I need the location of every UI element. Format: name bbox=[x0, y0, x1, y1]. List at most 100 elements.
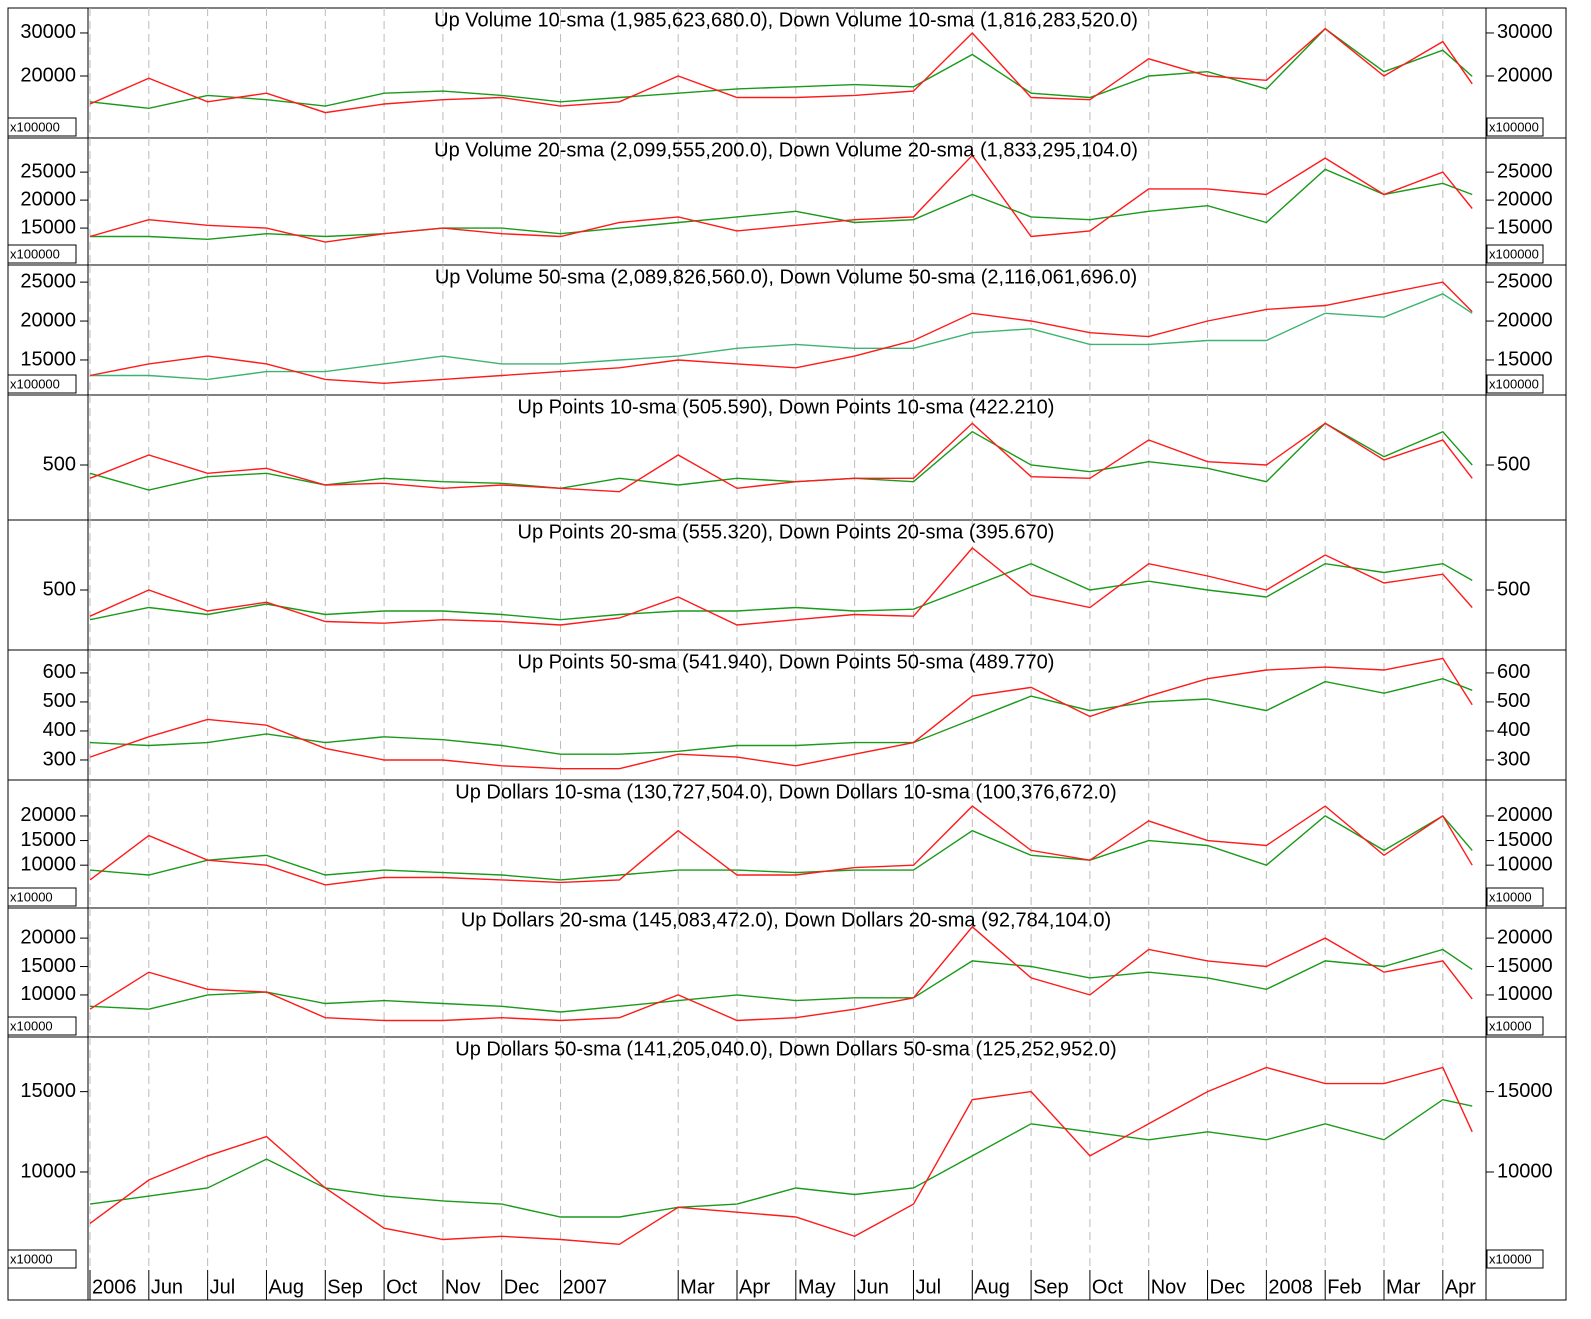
y-tick-label: 400 bbox=[1497, 719, 1530, 741]
y-tick-label: 25000 bbox=[1497, 270, 1553, 292]
panel-title: Up Dollars 10-sma (130,727,504.0), Down … bbox=[455, 781, 1116, 803]
scale-box bbox=[7, 244, 77, 264]
x-tick-label: May bbox=[798, 1276, 836, 1298]
panel-title: Up Points 50-sma (541.940), Down Points … bbox=[518, 651, 1055, 673]
y-tick-label: 400 bbox=[43, 719, 76, 741]
y-tick-label: 20000 bbox=[20, 926, 76, 948]
x-tick-label: Oct bbox=[1092, 1276, 1124, 1298]
y-tick-label: 15000 bbox=[1497, 829, 1553, 851]
series-line bbox=[89, 925, 1473, 1022]
series-line bbox=[89, 547, 1473, 626]
y-tick-label: 10000 bbox=[1497, 1160, 1553, 1182]
y-tick-label: 20000 bbox=[1497, 188, 1553, 210]
y-tick-label: 20000 bbox=[20, 188, 76, 210]
y-tick-label: 15000 bbox=[1497, 348, 1553, 370]
scale-box bbox=[7, 374, 77, 394]
y-tick-label: 500 bbox=[43, 453, 76, 475]
series-line bbox=[89, 657, 1473, 770]
x-tick-label: 2008 bbox=[1268, 1276, 1313, 1298]
series-line bbox=[89, 422, 1473, 491]
panel-title: Up Points 10-sma (505.590), Down Points … bbox=[518, 396, 1055, 418]
series-line bbox=[90, 168, 1473, 241]
scale-box bbox=[7, 117, 77, 137]
scale-label: x10000 bbox=[10, 889, 53, 904]
y-tick-label: 20000 bbox=[20, 804, 76, 826]
x-tick-label: Aug bbox=[268, 1276, 304, 1298]
y-tick-label: 500 bbox=[43, 578, 76, 600]
scale-box bbox=[7, 1016, 77, 1036]
y-tick-label: 10000 bbox=[1497, 853, 1553, 875]
scale-label: x10000 bbox=[1489, 889, 1532, 904]
series-line bbox=[89, 814, 1473, 881]
x-tick-label: Jun bbox=[151, 1276, 183, 1298]
y-tick-label: 20000 bbox=[1497, 309, 1553, 331]
y-tick-label: 15000 bbox=[20, 829, 76, 851]
scale-box bbox=[1486, 887, 1544, 907]
y-tick-label: 500 bbox=[43, 690, 76, 712]
y-tick-label: 20000 bbox=[1497, 926, 1553, 948]
scale-label: x10000 bbox=[10, 1251, 53, 1266]
y-tick-label: 300 bbox=[43, 748, 76, 770]
series-line bbox=[89, 805, 1473, 886]
panel-title: Up Dollars 20-sma (145,083,472.0), Down … bbox=[461, 909, 1111, 931]
scale-box bbox=[7, 1249, 77, 1269]
series-line bbox=[89, 281, 1473, 385]
y-tick-label: 10000 bbox=[20, 853, 76, 875]
scale-box bbox=[1486, 117, 1544, 137]
y-tick-label: 15000 bbox=[20, 348, 76, 370]
y-tick-label: 20000 bbox=[20, 64, 76, 86]
x-tick-label: Apr bbox=[739, 1276, 770, 1298]
y-tick-label: 10000 bbox=[20, 983, 76, 1005]
series-line bbox=[89, 422, 1473, 493]
scale-label: x100000 bbox=[10, 246, 60, 261]
y-tick-label: 300 bbox=[1497, 748, 1530, 770]
y-tick-label: 20000 bbox=[1497, 804, 1553, 826]
scale-box bbox=[1486, 374, 1544, 394]
x-tick-label: Apr bbox=[1445, 1276, 1476, 1298]
scale-box bbox=[1486, 1249, 1544, 1269]
panel-title: Up Volume 20-sma (2,099,555,200.0), Down… bbox=[434, 139, 1138, 161]
series-line bbox=[89, 948, 1473, 1013]
y-tick-label: 15000 bbox=[1497, 216, 1553, 238]
x-tick-label: Feb bbox=[1327, 1276, 1361, 1298]
panel-title: Up Volume 50-sma (2,089,826,560.0), Down… bbox=[435, 266, 1137, 288]
x-tick-label: Dec bbox=[1210, 1276, 1246, 1298]
y-tick-label: 30000 bbox=[1497, 21, 1553, 43]
scale-label: x100000 bbox=[10, 376, 60, 391]
y-tick-label: 500 bbox=[1497, 453, 1530, 475]
panel-title: Up Volume 10-sma (1,985,623,680.0), Down… bbox=[434, 9, 1138, 31]
x-tick-label: Mar bbox=[1386, 1276, 1421, 1298]
series-line bbox=[89, 1066, 1473, 1246]
series-line bbox=[89, 27, 1473, 110]
x-tick-label: Oct bbox=[386, 1276, 418, 1298]
y-tick-label: 15000 bbox=[1497, 955, 1553, 977]
scale-label: x100000 bbox=[1489, 246, 1539, 261]
series-line bbox=[89, 27, 1473, 114]
x-tick-label: 2007 bbox=[563, 1276, 608, 1298]
x-tick-label: Dec bbox=[504, 1276, 540, 1298]
y-tick-label: 25000 bbox=[20, 160, 76, 182]
y-tick-label: 600 bbox=[1497, 661, 1530, 683]
series-line bbox=[89, 1098, 1473, 1218]
scale-box bbox=[1486, 244, 1544, 264]
x-tick-label: Nov bbox=[1151, 1276, 1187, 1298]
y-tick-label: 15000 bbox=[20, 955, 76, 977]
x-tick-label: Jul bbox=[210, 1276, 236, 1298]
y-tick-label: 15000 bbox=[20, 216, 76, 238]
series-line bbox=[90, 293, 1473, 381]
series-line bbox=[89, 562, 1473, 621]
x-tick-label: Jul bbox=[915, 1276, 941, 1298]
y-tick-label: 20000 bbox=[1497, 64, 1553, 86]
y-tick-label: 25000 bbox=[20, 270, 76, 292]
scale-label: x100000 bbox=[10, 119, 60, 134]
panel-title: Up Points 20-sma (555.320), Down Points … bbox=[518, 521, 1055, 543]
x-tick-label: Sep bbox=[327, 1276, 363, 1298]
x-tick-label: Nov bbox=[445, 1276, 481, 1298]
scale-box bbox=[1486, 1016, 1544, 1036]
panel-title: Up Dollars 50-sma (141,205,040.0), Down … bbox=[455, 1038, 1116, 1060]
y-tick-label: 10000 bbox=[20, 1160, 76, 1182]
y-tick-label: 500 bbox=[1497, 578, 1530, 600]
y-tick-label: 20000 bbox=[20, 309, 76, 331]
scale-label: x10000 bbox=[10, 1018, 53, 1033]
scale-label: x10000 bbox=[1489, 1251, 1532, 1266]
